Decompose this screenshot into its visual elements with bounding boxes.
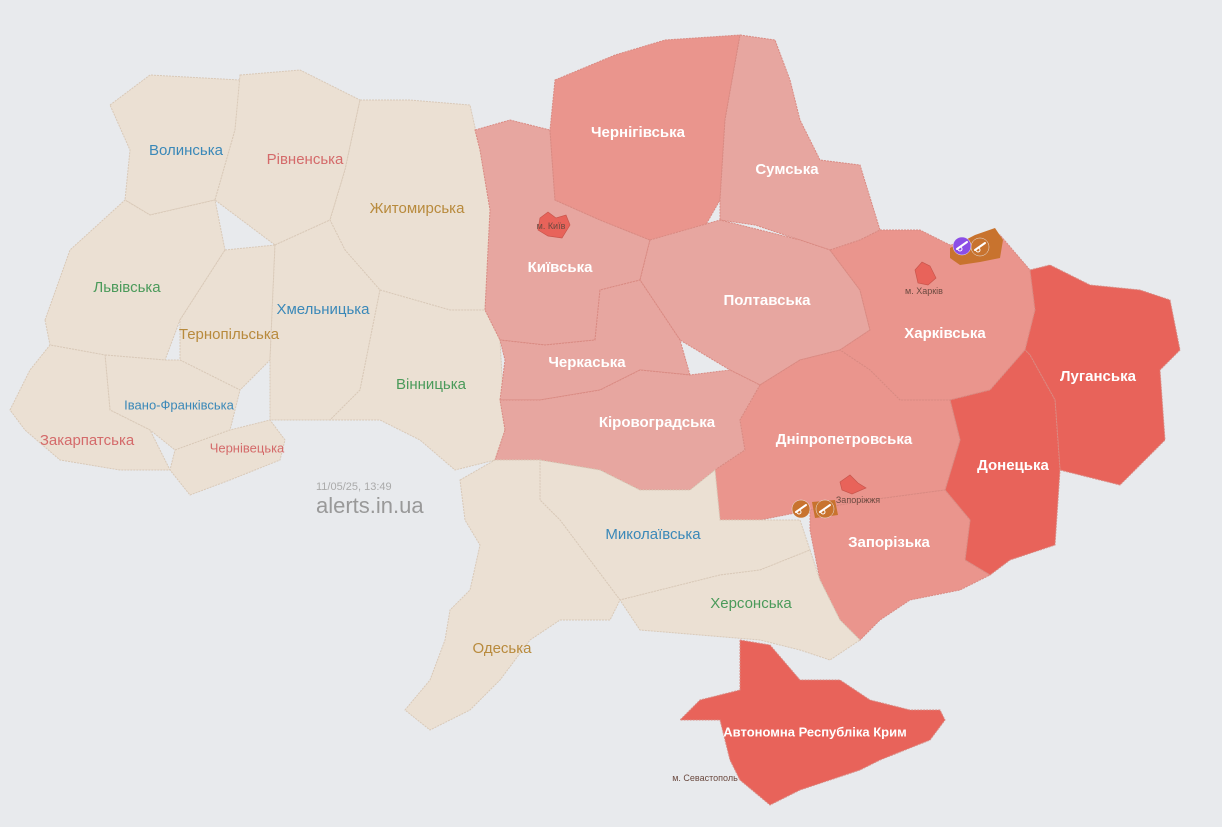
region-17[interactable] — [1024, 264, 1181, 486]
region-1[interactable] — [214, 69, 361, 246]
region-7[interactable] — [9, 344, 171, 471]
city-area[interactable] — [839, 474, 867, 495]
region-13[interactable] — [639, 219, 871, 386]
region-23[interactable] — [404, 459, 621, 731]
artillery-icon[interactable] — [791, 499, 811, 519]
region-24[interactable] — [678, 639, 946, 806]
region-11[interactable] — [549, 34, 741, 241]
region-9[interactable] — [328, 289, 506, 471]
city-area[interactable] — [914, 261, 937, 286]
region-12[interactable] — [719, 34, 881, 251]
artillery-icon[interactable] — [970, 237, 990, 257]
brand-watermark: alerts.in.ua — [316, 493, 424, 518]
timestamp: 11/05/25, 13:49 — [316, 481, 392, 493]
city-label: м. Севастополь — [672, 773, 738, 783]
region-0[interactable] — [109, 74, 241, 216]
city-label: м. Київ — [537, 221, 566, 231]
city-area[interactable] — [537, 211, 571, 239]
region-22[interactable] — [619, 549, 861, 661]
city-label: м. Харків — [905, 286, 943, 296]
region-8[interactable] — [169, 419, 286, 496]
city-label: Запоріжжя — [836, 495, 880, 505]
artillery-icon[interactable] — [815, 499, 835, 519]
ground-assault-icon[interactable] — [952, 236, 972, 256]
